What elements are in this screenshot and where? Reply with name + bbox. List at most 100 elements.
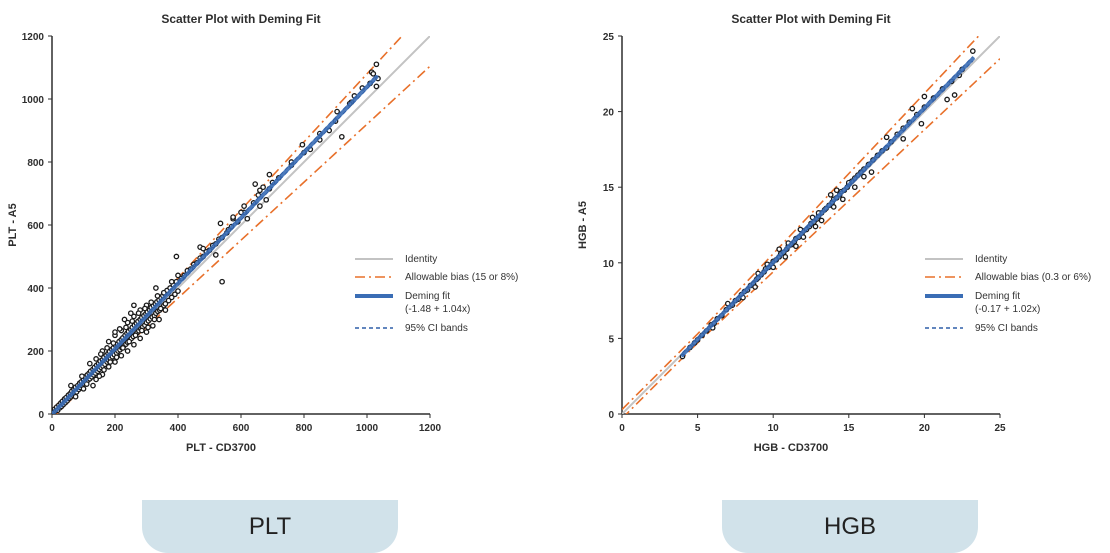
ci-upper-band: [52, 74, 377, 413]
y-tick-label: 400: [27, 284, 44, 295]
x-tick-label: 15: [843, 423, 855, 434]
data-point: [137, 335, 144, 342]
x-tick-label: 800: [296, 423, 313, 434]
data-point: [776, 246, 783, 253]
data-point: [104, 345, 110, 351]
data-point: [116, 326, 123, 332]
y-tick-label: 600: [27, 221, 44, 232]
data-point: [257, 203, 263, 209]
data-point: [266, 171, 273, 178]
y-tick-label: 20: [603, 108, 615, 119]
x-tick-label: 10: [768, 423, 780, 434]
data-point: [883, 134, 890, 141]
data-point: [175, 272, 181, 279]
data-point: [168, 294, 175, 301]
data-point: [143, 329, 150, 335]
y-tick-label: 0: [38, 410, 44, 421]
data-point: [96, 373, 103, 380]
data-point: [131, 313, 137, 320]
data-point: [951, 92, 958, 98]
x-axis-label: HGB - CD3700: [754, 442, 829, 454]
data-point: [827, 191, 834, 198]
legend-ci-label: 95% CI bands: [405, 323, 468, 334]
data-point: [241, 203, 247, 209]
y-tick-label: 1200: [22, 32, 45, 43]
data-point: [149, 322, 156, 329]
data-point: [110, 340, 117, 346]
data-point: [142, 305, 148, 312]
data-point: [135, 310, 142, 317]
data-point: [127, 310, 134, 317]
y-tick-label: 200: [27, 347, 44, 358]
data-point: [244, 215, 251, 222]
y-tick-label: 25: [603, 32, 615, 43]
data-point: [818, 217, 825, 224]
data-point: [918, 120, 925, 127]
data-point: [83, 381, 90, 387]
legend-bias-label: Allowable bias (15 or 8%): [405, 272, 518, 283]
data-point: [969, 48, 976, 54]
tab-hgb[interactable]: HGB: [722, 500, 978, 553]
data-point: [861, 173, 867, 180]
y-tick-label: 0: [608, 410, 614, 421]
data-point: [260, 184, 266, 191]
data-point: [851, 184, 858, 191]
data-point: [151, 316, 158, 323]
data-point: [80, 385, 87, 392]
x-tick-label: 1000: [356, 423, 379, 434]
plt-chart: Scatter Plot with Deming Fit 0 200 400 600 80…: [7, 12, 518, 454]
data-point: [373, 83, 380, 90]
chart-title: Scatter Plot with Deming Fit: [731, 12, 890, 26]
data-point: [118, 352, 125, 359]
hgb-chart: Scatter Plot with Deming Fit 0 5 10 15 20 25 0 5…: [577, 12, 1091, 454]
data-point: [131, 302, 137, 309]
plot-area: [52, 36, 430, 414]
data-point: [112, 359, 118, 365]
legend-deming-equation: (-1.48 + 1.04x): [405, 304, 470, 315]
legend-deming-label: Deming fit: [405, 291, 450, 302]
data-point: [120, 345, 126, 351]
data-point: [79, 373, 85, 380]
legend-deming-equation: (-0.17 + 1.02x): [975, 304, 1040, 315]
data-point: [129, 318, 136, 324]
y-tick-label: 800: [27, 158, 44, 169]
x-tick-label: 5: [695, 423, 701, 434]
data-point: [105, 338, 112, 345]
x-tick-label: 20: [919, 423, 931, 434]
data-point: [839, 196, 846, 203]
data-point: [113, 354, 120, 361]
tab-plt[interactable]: PLT: [142, 500, 398, 553]
data-point: [257, 187, 263, 194]
data-point: [126, 338, 133, 345]
ci-lower-band: [682, 60, 974, 358]
data-point: [86, 360, 93, 367]
deming-fit-line: [680, 56, 975, 357]
data-point: [800, 234, 807, 240]
data-point: [93, 356, 99, 362]
x-tick-label: 0: [619, 423, 625, 434]
data-point: [868, 169, 875, 175]
data-point: [138, 327, 145, 334]
y-tick-label: 5: [608, 334, 614, 345]
data-point: [107, 359, 114, 365]
data-point: [900, 135, 907, 142]
data-point: [200, 245, 207, 252]
data-point: [153, 285, 159, 291]
x-tick-label: 200: [107, 423, 124, 434]
plot-area: [622, 36, 1000, 414]
legend-identity-label: Identity: [975, 254, 1007, 265]
data-point: [90, 382, 96, 389]
data-point: [157, 305, 164, 312]
data-point: [162, 307, 169, 313]
legend-ci-label: 95% CI bands: [975, 323, 1038, 334]
y-tick-label: 10: [603, 259, 615, 270]
data-point: [154, 293, 161, 299]
data-point: [97, 351, 104, 357]
data-point: [93, 376, 99, 383]
data-point: [833, 187, 840, 194]
data-point: [338, 133, 345, 140]
x-tick-label: 400: [170, 423, 187, 434]
x-tick-label: 0: [49, 423, 55, 434]
data-point: [782, 253, 789, 260]
x-axis-label: PLT - CD3700: [186, 442, 256, 454]
